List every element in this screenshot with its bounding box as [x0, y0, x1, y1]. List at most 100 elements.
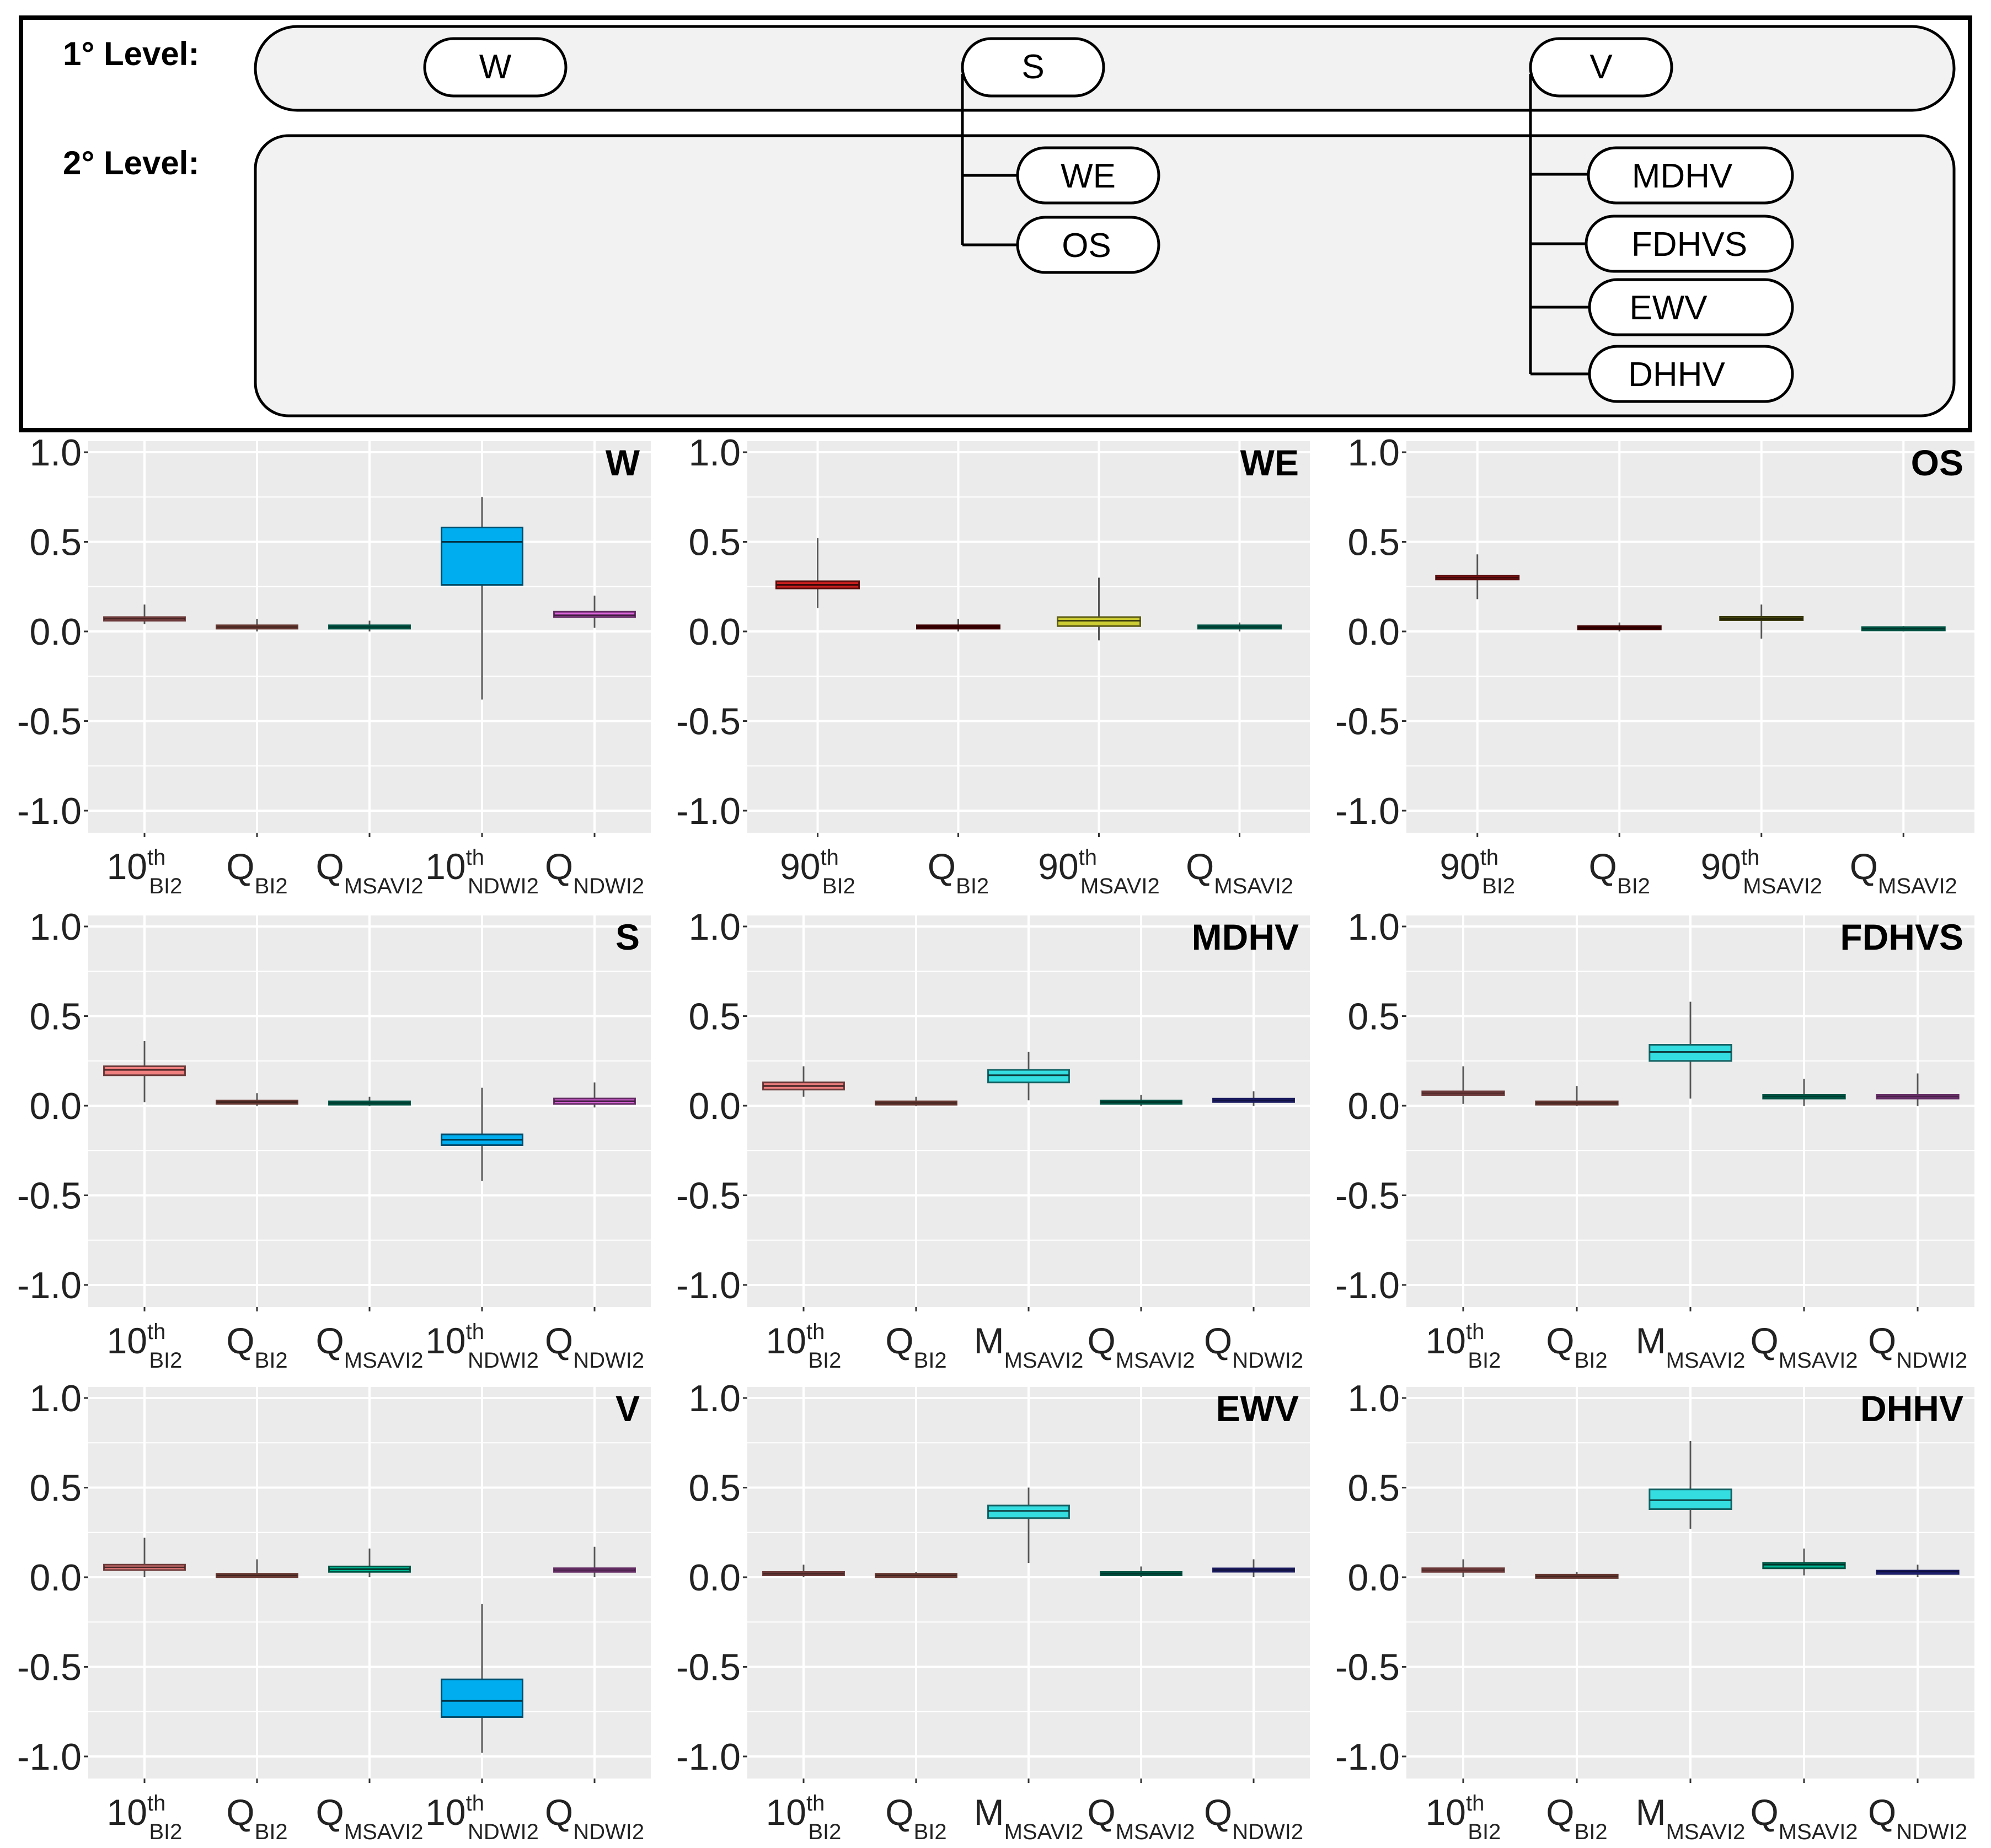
x-tick-label: QBI2 [1546, 1792, 1607, 1844]
x-tick-label: QNDWI2 [1204, 1792, 1303, 1844]
box-body [441, 1678, 523, 1718]
x-tick-sub: BI2 [914, 1348, 947, 1373]
x-tick-label: 10th BI2 [766, 1320, 842, 1373]
node-ewv: EWV [1588, 278, 1794, 336]
y-tick-label: 0.5 [688, 996, 741, 1038]
box-4 [553, 596, 636, 628]
box-4 [1212, 1559, 1295, 1577]
node-w-label: W [479, 48, 512, 86]
x-tick-sup: th [821, 845, 839, 870]
x-tick-main: Q [928, 846, 956, 887]
x-tick-label: QBI2 [928, 846, 989, 898]
y-tick-label: 1.0 [29, 910, 82, 948]
node-mdhv-label: MDHV [1632, 157, 1733, 195]
x-tick-sub: NDWI2 [573, 1820, 644, 1844]
x-tick-sub: BI2 [149, 1348, 182, 1373]
panel-title: DHHV [1860, 1388, 1963, 1429]
x-tick-label: QNDWI2 [545, 1792, 644, 1844]
x-tick-main: Q [1204, 1792, 1232, 1833]
x-tick-sup: th [147, 1791, 165, 1815]
node-w: W [423, 37, 568, 98]
y-tick-label: 0.5 [1347, 996, 1400, 1038]
box-0 [762, 1066, 845, 1097]
x-tick-label: QBI2 [885, 1792, 946, 1844]
x-tick-main: Q [1546, 1320, 1574, 1361]
y-tick-label: 0.5 [688, 522, 741, 564]
x-tick-sup: th [1079, 845, 1097, 870]
node-v-label: V [1589, 48, 1613, 86]
y-tick-label: 0.0 [688, 1557, 741, 1599]
x-tick-main: Q [1204, 1320, 1232, 1361]
box-1 [216, 1559, 298, 1578]
box-4 [1212, 1091, 1295, 1106]
x-tick-label: QBI2 [226, 846, 287, 898]
x-tick-label: 10th NDWI2 [425, 1791, 539, 1844]
x-tick-sub: BI2 [1468, 1348, 1501, 1373]
x-tick-sub: BI2 [255, 1348, 288, 1373]
x-tick-sub: MSAVI2 [1743, 874, 1822, 898]
x-tick-label: 10th NDWI2 [425, 845, 539, 898]
y-tick-label: -0.5 [676, 701, 741, 743]
panel-title: MDHV [1192, 917, 1299, 957]
x-tick-main: Q [885, 1320, 913, 1361]
box-2 [1649, 1001, 1732, 1099]
node-os-label: OS [1062, 227, 1111, 265]
box-2 [328, 1549, 411, 1577]
x-tick-label: QBI2 [1589, 846, 1650, 898]
y-tick-label: 0.5 [29, 996, 82, 1038]
x-tick-label: QNDWI2 [545, 1320, 644, 1373]
y-tick-label: 1.0 [1347, 910, 1400, 948]
x-tick-main: Q [226, 846, 254, 887]
panel-title: WE [1240, 442, 1299, 483]
y-tick-label: 1.0 [688, 1381, 741, 1420]
box-1 [1535, 1572, 1619, 1579]
panel-title: EWV [1216, 1388, 1299, 1429]
x-tick-label: 10th BI2 [107, 845, 183, 898]
x-tick-label: QMSAVI2 [1750, 1792, 1858, 1844]
box-3 [1197, 622, 1282, 631]
x-tick-main: 10 [425, 1320, 465, 1361]
node-dhhv-label: DHHV [1628, 356, 1725, 394]
x-tick-sub: BI2 [822, 874, 855, 898]
x-tick-label: QMSAVI2 [315, 846, 423, 898]
x-tick-label: QMSAVI2 [315, 1320, 423, 1373]
x-tick-main: Q [226, 1320, 254, 1361]
x-tick-label: 10th BI2 [766, 1791, 842, 1844]
y-tick-label: 0.5 [1347, 522, 1400, 564]
x-tick-sup: th [147, 845, 165, 870]
x-tick-main: Q [315, 1792, 344, 1833]
x-tick-sup: th [806, 1320, 825, 1344]
panel-title: FDHVS [1840, 917, 1963, 957]
connector-s [961, 74, 1018, 247]
box-3 [1762, 1549, 1846, 1576]
x-tick-sub: MSAVI2 [1116, 1820, 1195, 1844]
y-tick-label: -0.5 [17, 701, 82, 743]
x-tick-label: QBI2 [1546, 1320, 1607, 1373]
y-tick-label: 0.0 [29, 1557, 82, 1599]
x-tick-label: QMSAVI2 [1087, 1320, 1195, 1373]
box-2 [328, 620, 411, 631]
x-tick-sub: BI2 [255, 1820, 288, 1844]
x-tick-main: Q [1589, 846, 1617, 887]
x-tick-sub: BI2 [149, 1820, 182, 1844]
y-tick-label: -0.5 [17, 1647, 82, 1689]
box-4 [1876, 1565, 1960, 1577]
node-v: V [1529, 37, 1673, 98]
y-tick-label: -1.0 [17, 1265, 82, 1306]
x-tick-main: 90 [1700, 846, 1741, 887]
box-3 [1861, 626, 1946, 631]
x-tick-sub: MSAVI2 [1779, 1348, 1858, 1373]
box-body [103, 1065, 186, 1076]
x-tick-label: QMSAVI2 [1087, 1792, 1195, 1844]
node-fdhvs: FDHVS [1585, 215, 1794, 273]
x-tick-sub: BI2 [956, 874, 989, 898]
x-tick-label: MMSAVI2 [1636, 1320, 1746, 1373]
x-tick-main: Q [226, 1792, 254, 1833]
x-tick-main: Q [1750, 1792, 1778, 1833]
x-tick-sub: BI2 [1617, 874, 1650, 898]
y-tick-label: -0.5 [676, 1647, 741, 1689]
